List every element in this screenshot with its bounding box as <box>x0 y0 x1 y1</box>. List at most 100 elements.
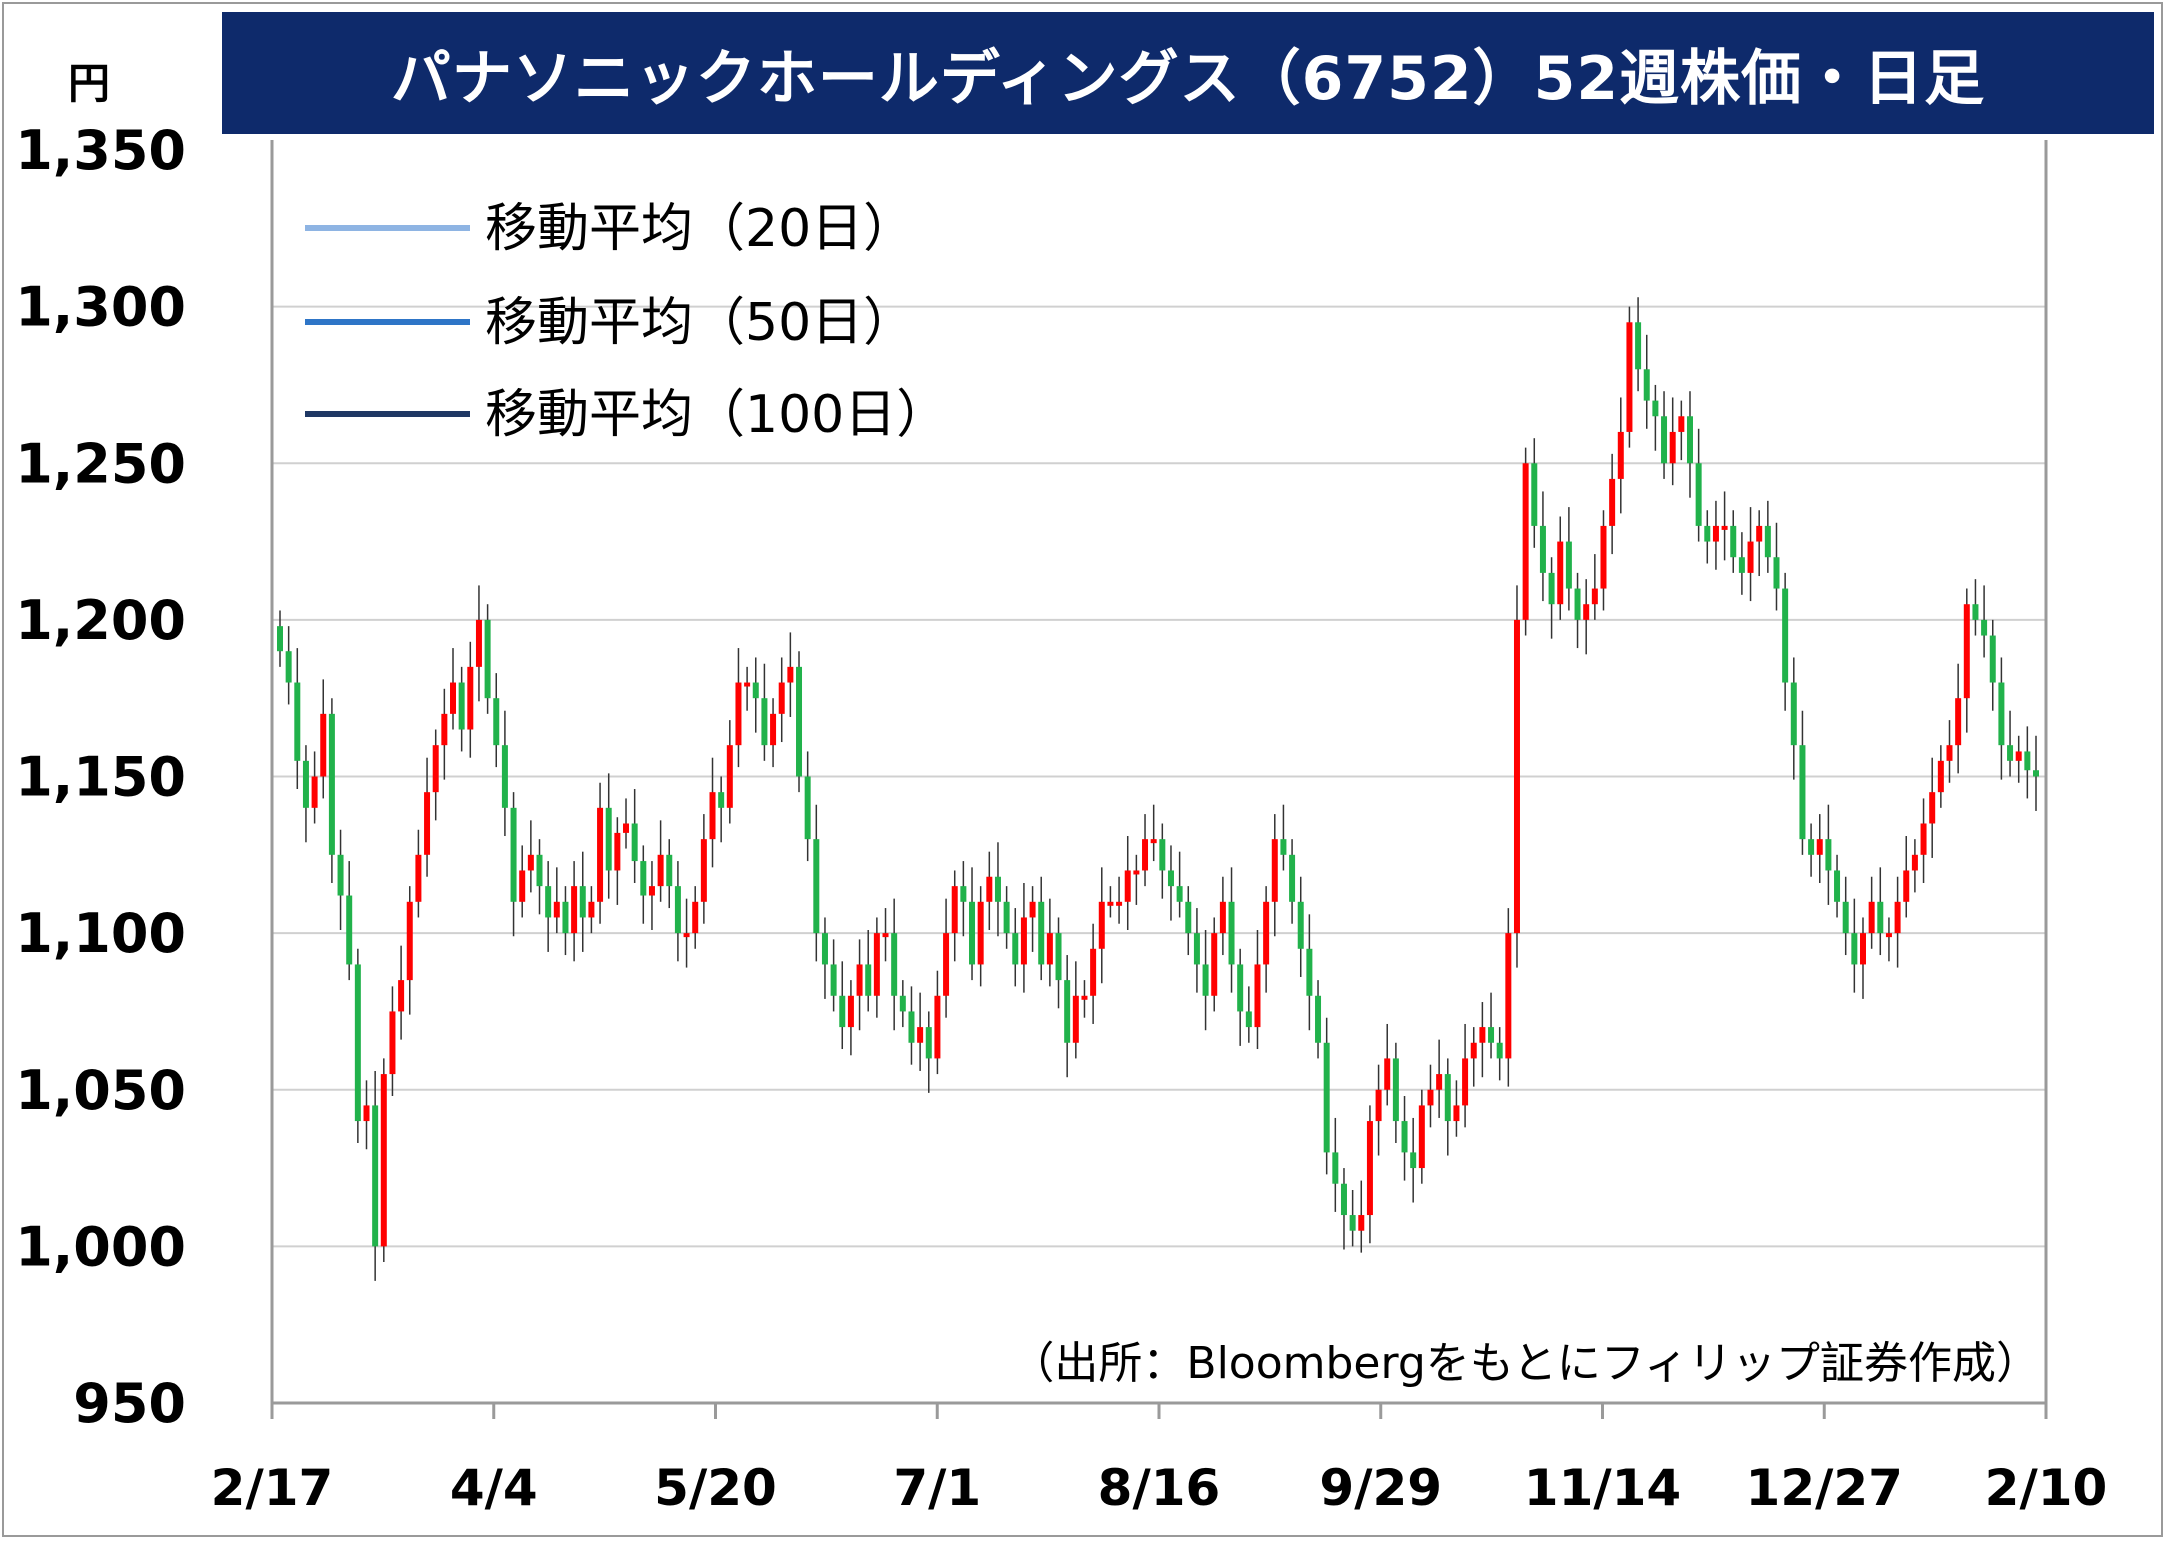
candle <box>458 666 465 752</box>
candle <box>1539 491 1546 602</box>
candle <box>1937 745 1944 808</box>
candle <box>1885 917 1892 962</box>
candle <box>1799 710 1806 855</box>
candle-body <box>1799 745 1806 840</box>
candle-body <box>1237 964 1244 1012</box>
candle-body <box>752 682 759 699</box>
candle <box>510 792 517 937</box>
candle-body <box>450 682 457 714</box>
candle <box>1669 397 1676 486</box>
candle-body <box>519 870 526 902</box>
candle-body <box>1176 886 1183 902</box>
candle-body <box>1635 322 1642 370</box>
candle <box>1237 948 1244 1046</box>
candle-body <box>605 807 612 871</box>
x-tick-label: 2/10 <box>1985 1459 2108 1517</box>
candle-body <box>2024 751 2031 771</box>
candle-body <box>1937 760 1944 793</box>
candle-body <box>1661 416 1668 464</box>
x-tick-label: 4/4 <box>450 1459 538 1517</box>
legend-label: 移動平均（20日） <box>485 199 915 259</box>
candle <box>761 663 768 761</box>
legend-label: 移動平均（100日） <box>485 385 948 445</box>
candle-body <box>1825 839 1832 871</box>
candle <box>571 861 578 962</box>
candle-body <box>796 666 803 777</box>
candle-body <box>648 886 655 896</box>
candle <box>450 648 457 730</box>
candle-body <box>744 682 751 687</box>
candle <box>1955 663 1962 774</box>
candle-body <box>623 823 630 833</box>
candle-body <box>657 854 664 887</box>
candle-body <box>1366 1121 1373 1216</box>
candle <box>1159 823 1166 899</box>
candle-body <box>1712 525 1719 542</box>
x-tick-label: 5/20 <box>654 1459 777 1517</box>
legend-item: 移動平均（50日） <box>305 293 915 353</box>
candle <box>700 814 707 924</box>
candle <box>493 673 500 768</box>
candle-body <box>441 713 448 746</box>
candle-body <box>1315 995 1322 1043</box>
candle-body <box>467 666 474 730</box>
candle <box>674 861 681 962</box>
y-tick-label: 1,250 <box>15 432 186 495</box>
candle-body <box>536 854 543 887</box>
y-tick-label: 1,300 <box>15 276 186 339</box>
candle-body <box>977 901 984 965</box>
candle <box>1565 507 1572 611</box>
candle-body <box>484 619 491 699</box>
candle <box>1738 532 1745 595</box>
candle <box>1894 876 1901 968</box>
candle-body <box>1228 901 1235 965</box>
candle <box>1643 334 1650 429</box>
candle <box>899 980 906 1028</box>
candle-body <box>899 995 906 1012</box>
candle <box>934 970 941 1075</box>
candle <box>804 751 811 862</box>
candle-body <box>302 760 309 808</box>
candle <box>1315 980 1322 1059</box>
candle <box>1635 297 1642 392</box>
candle-body <box>718 792 725 808</box>
candle <box>285 626 292 705</box>
candle <box>1107 886 1114 918</box>
candle <box>1289 839 1296 924</box>
candle <box>873 917 880 1018</box>
candle <box>787 632 794 717</box>
candle <box>311 751 318 824</box>
candle-body <box>1470 1042 1477 1059</box>
candle-body <box>830 964 837 996</box>
candle <box>1600 510 1607 611</box>
candle <box>977 886 984 987</box>
candle-body <box>1678 416 1685 432</box>
x-tick-label: 7/1 <box>893 1459 981 1517</box>
candle <box>666 839 673 909</box>
candle <box>1808 823 1815 877</box>
candle <box>1271 814 1278 937</box>
candle <box>1375 1064 1382 1156</box>
candle <box>1505 908 1512 1087</box>
candle-body <box>1609 478 1616 526</box>
candle <box>623 798 630 849</box>
candle-body <box>1505 933 1512 1059</box>
x-tick-label: 12/27 <box>1746 1459 1903 1517</box>
candle <box>1989 619 1996 711</box>
candle <box>1851 898 1858 993</box>
candle-body <box>320 713 327 777</box>
candle-body <box>1081 995 1088 1000</box>
candle <box>467 641 474 758</box>
candle <box>415 829 422 918</box>
candle-body <box>1029 901 1036 918</box>
candle-body <box>1133 870 1140 875</box>
candle <box>1150 804 1157 862</box>
candle <box>579 851 586 952</box>
candle <box>389 986 396 1097</box>
candle <box>1756 510 1763 577</box>
candle-body <box>1384 1058 1391 1090</box>
candle-body <box>761 698 768 746</box>
candle <box>1816 814 1823 884</box>
legend: 移動平均（20日） 移動平均（50日） 移動平均（100日） <box>305 199 948 445</box>
